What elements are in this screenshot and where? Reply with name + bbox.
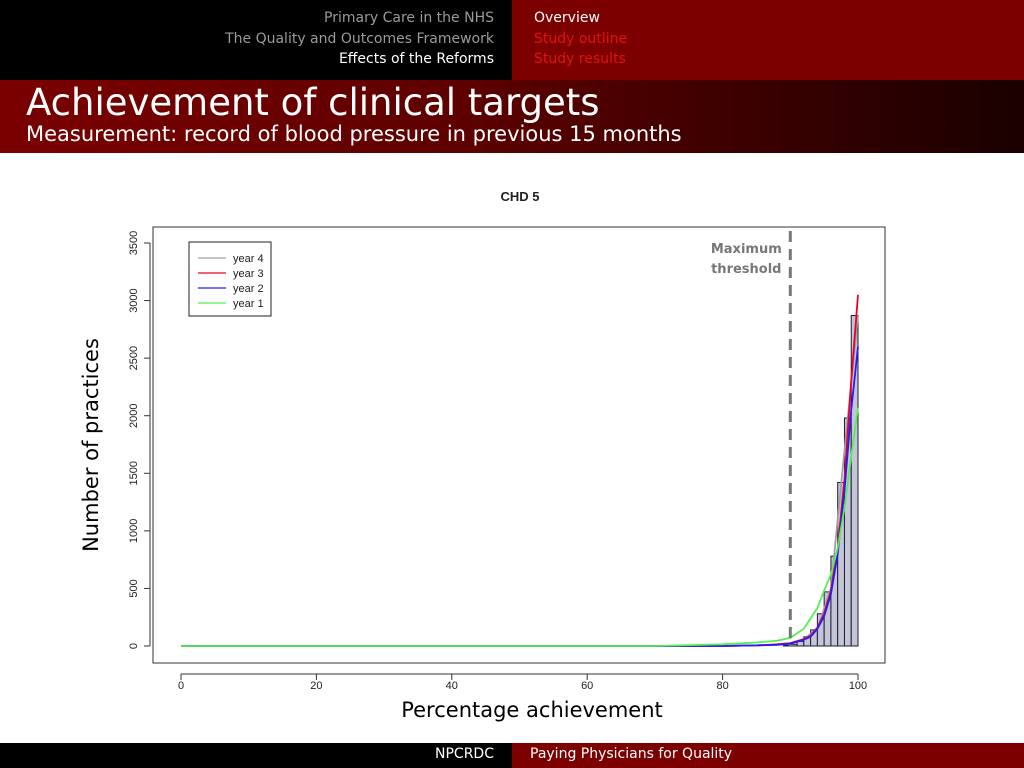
threshold-annotation-line2: threshold (711, 262, 781, 277)
page-subtitle: Measurement: record of blood pressure in… (26, 122, 682, 146)
legend: year 4 year 3 year 2 year 1 (188, 241, 272, 317)
footer-presentation-title: Paying Physicians for Quality (530, 746, 733, 762)
nav-subsection-overview[interactable]: Overview (534, 10, 600, 26)
subsection-navigation: Overview Study outline Study results (512, 0, 1024, 80)
x-axis: 0 20 40 60 80 100 (178, 673, 867, 692)
series-line-year-4 (181, 315, 859, 647)
x-tick-label: 100 (849, 680, 867, 692)
legend-label: year 1 (233, 298, 264, 310)
y-axis-label: Number of practices (79, 338, 103, 552)
chart-title: CHD 5 (500, 189, 539, 204)
legend-box (188, 241, 272, 317)
x-axis-label: Percentage achievement (401, 698, 663, 722)
nav-subsection-study-outline[interactable]: Study outline (534, 31, 628, 47)
nav-section-effects[interactable]: Effects of the Reforms (338, 51, 494, 67)
footer-right: Paying Physicians for Quality (512, 743, 1024, 768)
page-title: Achievement of clinical targets (26, 81, 600, 124)
histogram-bars (783, 315, 859, 647)
series-lines (181, 294, 859, 647)
histogram-bar (850, 315, 859, 647)
x-tick-label: 40 (446, 680, 458, 692)
y-tick-label: 2500 (128, 346, 140, 370)
series-line-year-2 (181, 346, 859, 647)
footer-left: NPCRDC (0, 743, 512, 768)
x-tick-label: 0 (178, 680, 184, 692)
y-tick-label: 0 (128, 643, 140, 649)
y-tick-label: 1000 (128, 519, 140, 543)
x-tick-label: 60 (581, 680, 593, 692)
y-tick-label: 3000 (128, 288, 140, 312)
title-band: Achievement of clinical targets Measurem… (0, 80, 1024, 153)
top-navigation: Primary Care in the NHS The Quality and … (0, 0, 1024, 80)
legend-label: year 2 (233, 283, 264, 295)
y-tick-label: 2000 (128, 403, 140, 427)
y-tick-label: 3500 (128, 231, 140, 255)
plot-frame (152, 226, 886, 664)
legend-label: year 4 (233, 253, 264, 265)
threshold-annotation-line1: Maximum (711, 242, 782, 257)
nav-section-primary-care[interactable]: Primary Care in the NHS (324, 10, 494, 26)
series-line-year-1 (181, 407, 859, 647)
footer-organisation: NPCRDC (435, 746, 494, 762)
y-tick-label: 1500 (128, 461, 140, 485)
series-line-year-3 (181, 294, 859, 647)
histogram-chart: CHD 5 Maximum threshold 0 20 40 60 80 100 0 50… (79, 189, 886, 722)
x-tick-label: 20 (310, 680, 322, 692)
footer: NPCRDC Paying Physicians for Quality (0, 743, 1024, 768)
x-tick-label: 80 (716, 680, 728, 692)
nav-section-qof[interactable]: The Quality and Outcomes Framework (225, 31, 494, 47)
nav-subsection-study-results[interactable]: Study results (534, 51, 626, 67)
legend-label: year 3 (233, 268, 264, 280)
y-tick-label: 500 (128, 579, 140, 597)
y-axis: 0 500 1000 1500 2000 2500 3000 3500 (128, 231, 151, 649)
section-navigation: Primary Care in the NHS The Quality and … (0, 0, 512, 80)
